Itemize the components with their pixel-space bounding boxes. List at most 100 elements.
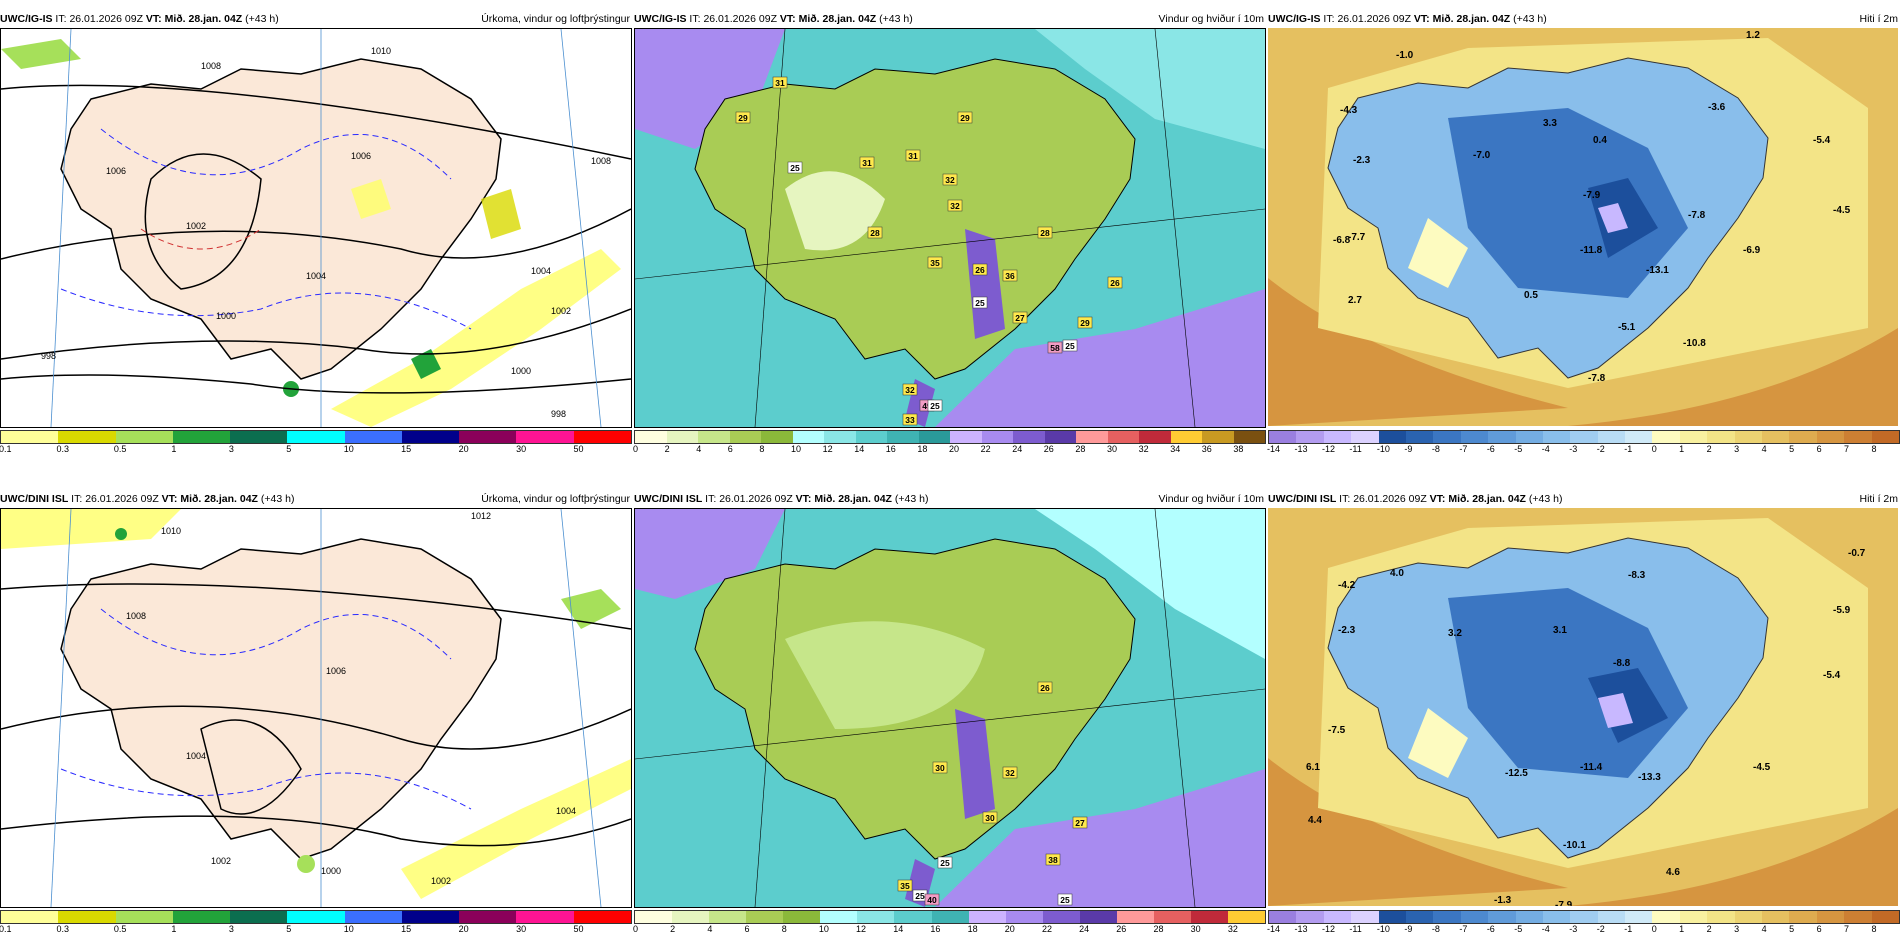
colorbar-tick-label: 8: [1871, 444, 1877, 454]
colorbar-swatch: [1652, 911, 1680, 923]
colorbar-swatch: [1076, 431, 1108, 443]
colorbar-swatch: [1488, 431, 1516, 443]
temp-value: -6.8: [1333, 235, 1351, 246]
colorbar-swatch: [1762, 911, 1790, 923]
field-title: Hiti í 2m: [1859, 13, 1898, 25]
panel-ig-wind: UWC/IG-IS IT: 26.01.2026 09Z VT: Mið. 28…: [633, 10, 1266, 455]
colorbar-swatch: [1460, 911, 1489, 923]
wind-map: 26 30 32 30 27 25 38 35 25 40 25: [634, 508, 1266, 908]
model-name: UWC/DINI ISL: [0, 493, 69, 505]
gust-value: 27: [1015, 313, 1025, 323]
colorbar-swatch: [287, 431, 345, 443]
colorbar-swatch: [950, 431, 982, 443]
colorbar-swatch: [857, 911, 895, 923]
temp-value: -5.4: [1813, 135, 1831, 146]
temp-value: -7.8: [1688, 210, 1706, 221]
colorbar-swatch: [1871, 911, 1899, 923]
panel-ig-precip: UWC/IG-IS IT: 26.01.2026 09Z VT: Mið. 28…: [0, 10, 632, 455]
isobar-label: 998: [551, 409, 566, 419]
colorbar-swatch: [1597, 431, 1626, 443]
map-svg: 31 29 25 31 31 32 32 29 28 35 26 36 28 25 27 29 26 32 49 33…: [635, 29, 1265, 427]
field-title: Hiti í 2m: [1859, 493, 1898, 505]
temp-value: -1.3: [1494, 895, 1512, 906]
iceland-land: [694, 58, 1136, 380]
it-label: IT:: [1323, 13, 1335, 25]
colorbar-swatch: [516, 911, 574, 923]
temp-map: -1.0 1.2 -4.3 -3.6 3.3 -5.4 -7.0 0.4 -2.3 -4.5 -7.…: [1268, 28, 1900, 428]
gust-value: 26: [975, 265, 985, 275]
colorbar-swatch: [981, 431, 1013, 443]
colorbar-ticks: 0.1 0.3 0.5 1 3 5 10 15 20 30 50: [0, 924, 632, 936]
colorbar-tick-label: 0.5: [113, 924, 127, 934]
colorbar-swatch: [1378, 911, 1406, 923]
colorbar-swatch: [573, 911, 631, 923]
colorbar-swatch: [1515, 911, 1543, 923]
colorbar-swatch: [698, 431, 730, 443]
colorbar-swatch: [1789, 911, 1817, 923]
init-time: 26.01.2026 09Z: [1337, 13, 1411, 25]
gust-marker: [927, 399, 943, 412]
colorbar-swatch: [1107, 431, 1139, 443]
colorbar-tick-label: 24: [1012, 444, 1023, 454]
colorbar-swatch: [635, 431, 667, 443]
isobar-label: 1002: [186, 221, 206, 231]
colorbar-tick-label: -11: [1349, 444, 1362, 454]
isobar-label: 1000: [216, 311, 236, 321]
gust-labels: 31 29 25 31 31 32 32 29 28 35 26 36 28 25 27 29 26 32 49 33…: [735, 76, 1123, 426]
colorbar-swatch: [1, 431, 59, 443]
temp-value: -2.3: [1353, 155, 1371, 166]
colorbar-swatch: [1378, 431, 1406, 443]
colorbar-tick-label: 15: [401, 924, 412, 934]
colorbar-swatch: [1190, 911, 1228, 923]
colorbar-swatch: [1296, 911, 1324, 923]
gust-value: 58: [1050, 343, 1060, 353]
colorbar-swatch: [1679, 431, 1708, 443]
colorbar-tick-label: 50: [573, 444, 584, 454]
temp-value: -1.0: [1396, 50, 1414, 61]
colorbar-swatch: [573, 431, 631, 443]
gust-value: 25: [975, 298, 985, 308]
gust-value: 26: [1040, 683, 1050, 693]
valid-time: Mið. 28.jan. 04Z: [1448, 493, 1526, 505]
colorbar-tick-label: 20: [1004, 924, 1015, 934]
gust-marker: [1072, 816, 1088, 829]
temp-value: -4.5: [1833, 205, 1851, 216]
isobar-label: 1006: [326, 666, 346, 676]
gust-value: 40: [927, 895, 937, 905]
colorbar-swatch: [1734, 911, 1763, 923]
panel-header: UWC/IG-IS IT: 26.01.2026 09Z VT: Mið. 28…: [634, 10, 1266, 28]
model-name: UWC/IG-IS: [634, 13, 687, 25]
gust-marker: [897, 879, 913, 892]
colorbar-tick-label: 8: [781, 924, 787, 934]
colorbar-tick-label: 6: [727, 444, 733, 454]
colorbar-tick-label: -6: [1486, 444, 1495, 454]
temp-value: 3.2: [1448, 628, 1462, 639]
isobar-label: 1004: [556, 806, 576, 816]
colorbar-tick-label: 30: [516, 444, 527, 454]
gust-value: 29: [1080, 318, 1090, 328]
gust-marker: [787, 161, 803, 174]
isobar-label: 1012: [471, 511, 491, 521]
colorbar-swatch: [1405, 431, 1434, 443]
colorbar-tick-label: 10: [343, 444, 354, 454]
map-svg: 1010 1008 1006 1004 1002 1000 998 1008 1…: [1, 29, 631, 427]
colorbar-swatch: [58, 911, 116, 923]
colorbar-swatch: [459, 431, 517, 443]
colorbar-tick-label: -8: [1431, 444, 1440, 454]
colorbar-tick-label: 15: [401, 444, 412, 454]
colorbar-swatch: [1597, 911, 1626, 923]
colorbar-swatch: [855, 431, 887, 443]
isobar-label: 1000: [511, 366, 531, 376]
colorbar-swatch: [746, 911, 784, 923]
colorbar-swatch: [1542, 911, 1571, 923]
colorbar-tick-label: 22: [1041, 924, 1052, 934]
colorbar-swatch: [401, 911, 460, 923]
colorbar-swatch: [115, 911, 173, 923]
temp-value: -6.9: [1743, 245, 1761, 256]
colorbar-swatch: [1269, 911, 1297, 923]
isobar-label: 1006: [351, 151, 371, 161]
it-label: IT:: [689, 13, 701, 25]
colorbar-swatch: [709, 911, 747, 923]
map-svg: -0.7 4.0 -4.2 -8.3 -2.3 3.2 -5.9 3.1 -8.8 -5.4 -7.…: [1268, 508, 1898, 906]
